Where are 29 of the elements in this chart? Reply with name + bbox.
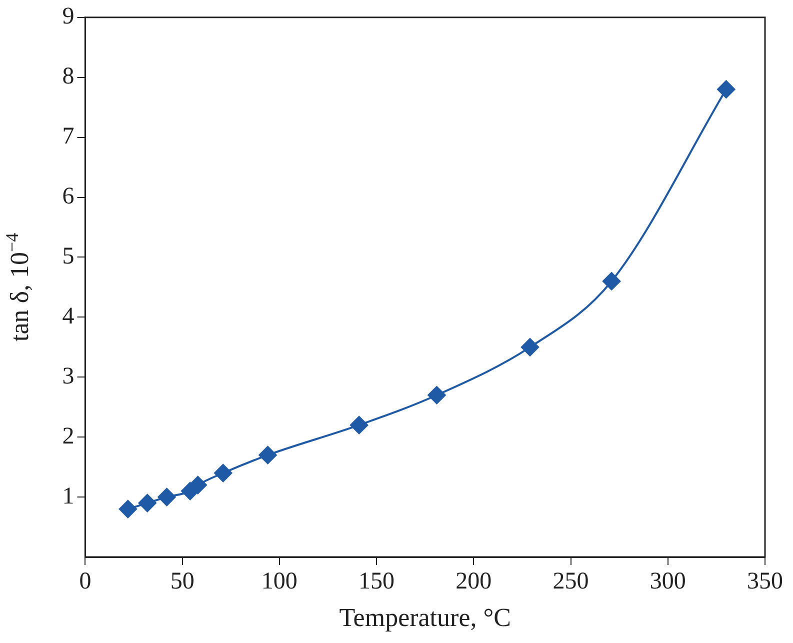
point: [214, 464, 232, 482]
y-tick-label: 6: [62, 184, 74, 210]
y-tick-label: 5: [62, 244, 74, 270]
point: [520, 338, 539, 356]
y-tick-label: 7: [62, 124, 74, 150]
y-tick-label: 1: [62, 483, 74, 510]
point: [138, 494, 156, 512]
x-tick-label: 0: [79, 568, 92, 595]
y-tick-label: 4: [62, 303, 74, 330]
y-tick-label: 9: [62, 4, 74, 30]
point: [258, 446, 277, 464]
point: [428, 386, 446, 404]
x-tick-label: 350: [747, 568, 783, 595]
point: [350, 416, 368, 434]
x-tick-label: 200: [456, 568, 492, 595]
x-tick-label: 50: [170, 568, 194, 595]
y-tick-label: 2: [62, 423, 74, 450]
y-tick-label: 3: [62, 363, 74, 390]
y-tick-label: 8: [62, 64, 74, 90]
y-axis-title: tan δ, 10−4: [2, 232, 34, 342]
x-tick-label: 250: [552, 568, 589, 595]
point: [717, 80, 736, 98]
point: [118, 500, 137, 518]
x-tick-label: 300: [650, 568, 686, 595]
x-tick-label: 150: [358, 568, 395, 595]
point: [602, 272, 621, 290]
x-tick-label: 100: [261, 568, 298, 595]
x-axis-title: Temperature, °C: [339, 603, 511, 632]
point: [158, 488, 176, 506]
